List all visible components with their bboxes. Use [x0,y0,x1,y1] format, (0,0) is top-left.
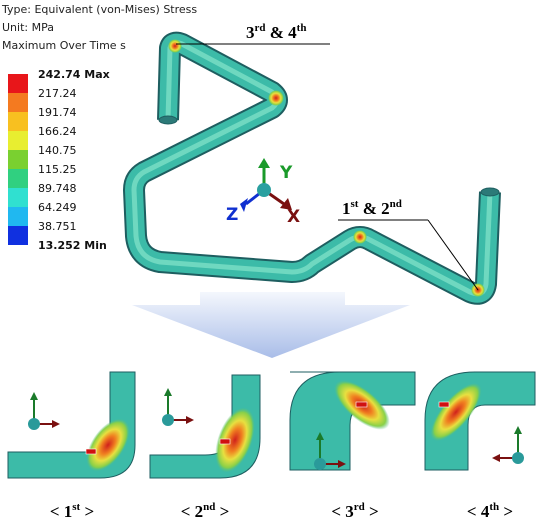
result-unit: Unit: MPa [2,21,54,34]
panel-caption: < 4th > [467,501,513,521]
pipe-model [134,39,499,297]
detail-panel [8,370,138,480]
legend-label: 13.252 Min [38,239,107,252]
axis-label: Y [279,163,293,183]
figure: Type: Equivalent (von-Mises) Stress Unit… [0,0,540,529]
legend-label: 191.74 [38,106,77,119]
legend-label: 115.25 [38,163,77,176]
axis-label: X [287,207,300,227]
transition-arrow [132,292,410,358]
legend-label: 38.751 [38,220,77,233]
legend-bar [8,74,28,245]
axis-label: Z [226,205,238,225]
result-time: Maximum Over Time s [2,39,126,52]
legend-label: 242.74 Max [38,68,110,81]
detail-panel [290,372,415,470]
panel-caption: < 3rd > [331,501,378,521]
result-type: Type: Equivalent (von-Mises) Stress [1,3,197,16]
callout: 3rd & 4th [246,22,306,42]
legend-label: 217.24 [38,87,77,100]
legend-label: 166.24 [38,125,77,138]
legend-label: 140.75 [38,144,77,157]
panel-caption: < 1st > [50,501,94,521]
panel-caption: < 2nd > [181,501,230,521]
legend-label: 64.249 [38,201,77,214]
legend-label: 89.748 [38,182,77,195]
callout: 1st & 2nd [342,198,402,218]
